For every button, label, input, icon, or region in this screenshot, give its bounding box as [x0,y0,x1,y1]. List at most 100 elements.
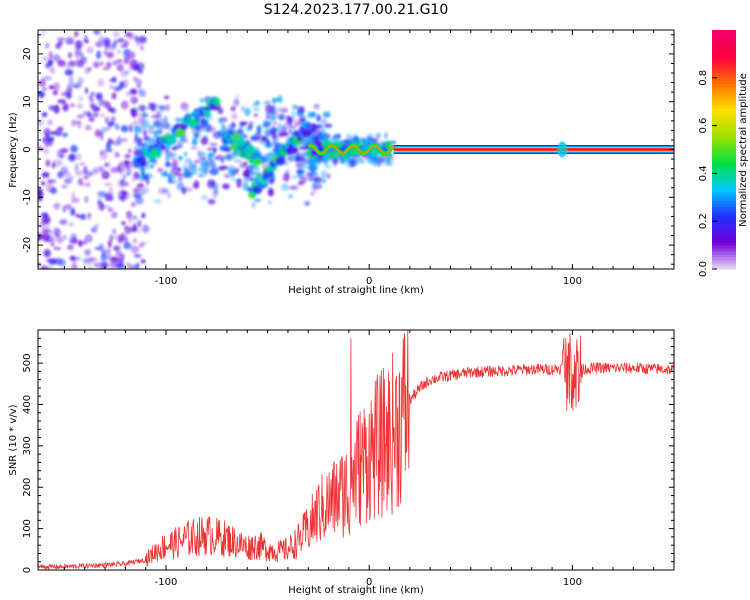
spectrogram-blob [296,169,305,174]
spectrogram-blob [98,167,106,173]
spectrogram-blob [238,125,243,134]
colorbar-gradient [712,30,736,270]
spectrogram-blob [145,165,152,170]
spectrogram-blob [296,151,301,159]
spectrogram-blob [281,183,290,192]
spectrogram-blob [320,170,328,179]
snr-frame [37,329,675,571]
spectrogram-blob [67,82,75,89]
spectrogram-blob [112,245,122,251]
snr-ytick-label: 200 [22,478,33,497]
colorbar-stripe [712,101,736,106]
spectrogram-blob [241,182,247,191]
spectrogram-blob [125,91,133,97]
spectrogram-blob [233,98,240,107]
spectrogram-blob [177,139,184,148]
spectrogram-blob [105,61,112,68]
spectrogram-blob [52,90,58,96]
spectrogram-blob [141,119,150,128]
spectrogram-blob [270,105,276,113]
spectrogram-xtick-label: 100 [563,276,582,287]
spectrogram-blob [114,151,120,158]
spectrogram-blob [231,120,235,130]
colorbar-stripe [712,260,736,264]
spectrogram-blob [57,99,67,104]
spectrogram-blob [163,121,170,130]
spectrogram-blob [300,165,308,170]
spectrogram-blob [41,30,45,36]
spectrogram-ytick-label: 10 [22,95,33,108]
spectrogram-blob [111,76,117,83]
snr-xtick-label: 100 [563,577,582,588]
spectrogram-blob [297,106,306,114]
spectrogram-blob [288,186,297,190]
spectrogram-blob [230,106,236,112]
carrier-leadin-core [307,144,395,155]
spectrogram-blob [97,78,105,88]
spectrogram-blob [131,178,135,182]
spectrogram-blob [189,159,193,168]
spectrogram-blob [234,168,240,172]
spectrogram-blob [68,40,75,45]
spectrogram-blob [253,113,259,118]
spectrogram-blob [109,140,116,144]
spectrogram-blob [197,151,206,157]
colorbar-stripe [712,146,736,150]
spectrogram-blob [41,233,50,240]
spectrogram-blob [114,257,122,264]
spectrogram-blob [71,119,77,127]
spectrogram-blob [115,123,120,131]
colorbar-stripe [712,254,736,258]
spectrogram-blob [117,49,121,54]
spectrogram-blob [94,223,99,229]
spectrogram-blob [141,212,146,219]
snr-panel: -100 0 100 0 100 200 300 400 500 Height of strai… [8,329,675,596]
spectrogram-blob [305,202,309,207]
spectrogram-blob [173,145,179,150]
spectrogram-blob [132,222,138,232]
spectrogram-blob [77,178,84,186]
spectrogram-blob [168,174,172,184]
spectrogram-blob [155,104,161,109]
spectrogram-blob [183,187,193,192]
spectrogram-blob [45,265,54,269]
spectrogram-blob [121,235,129,244]
spectrogram-blob [96,50,101,59]
colorbar-stripe [712,131,736,136]
spectrogram-blob [42,57,51,60]
colorbar-stripe [712,161,736,165]
colorbar-stripe [712,77,736,82]
spectrogram-blob [88,118,95,122]
spectrogram-blob [265,121,273,125]
spectrogram-blob [249,170,256,176]
spectrogram-blob [70,145,78,153]
spectrogram-blob [97,190,106,198]
snr-ytick-label: 100 [22,519,33,538]
spectrogram-blob [217,107,224,115]
spectrogram-blob [280,107,289,113]
spectrogram-blob [129,123,133,133]
spectrogram-blob [164,161,171,168]
spectrogram-blob [234,178,239,184]
spectrogram-blob [194,124,203,133]
colorbar-stripe [712,59,736,64]
spectrogram-blob [102,171,106,176]
spectrogram-blob [229,152,237,160]
spectrogram-blob [110,85,114,89]
spectrogram-blob [59,154,64,159]
spectrogram-blob [74,30,79,38]
spectrogram-blob [137,183,144,188]
spectrogram-blob [74,163,79,172]
spectrogram-blob [128,217,132,224]
spectrogram-blob [128,149,132,153]
spectrogram-blob [105,142,111,151]
spectrogram-arc-point [251,150,262,161]
spectrogram-blob [116,263,126,269]
snr-ytick-label: 400 [22,395,33,414]
spectrogram-blob [130,96,139,105]
spectrogram-blob [94,247,103,251]
spectrogram-blob [346,134,353,138]
spectrogram-blob [256,124,262,134]
spectrogram-blob [125,210,133,219]
spectrogram-blob [98,201,104,211]
